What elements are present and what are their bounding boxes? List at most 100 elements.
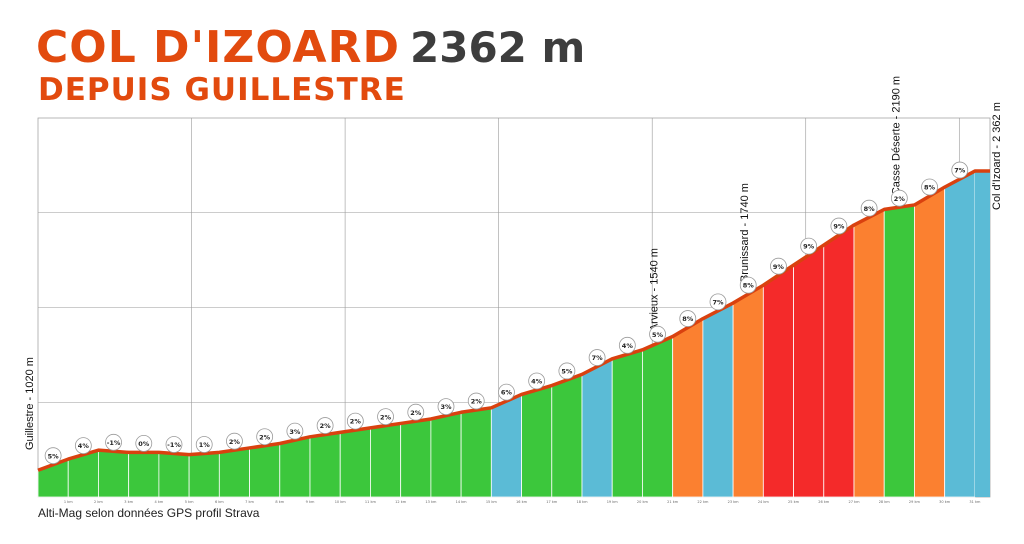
x-tick-label: 12 km [395,500,407,504]
x-tick-label: 23 km [728,500,740,504]
grade-label: 3% [289,428,301,436]
profile-segment [642,335,674,498]
grade-badge-circle [316,417,334,434]
grade-label: 0% [138,440,150,448]
grade-label: 9% [833,223,845,231]
grade-badge-circle [498,383,515,401]
grade-badge: 4% [528,372,546,390]
profile-segment [158,451,190,498]
chart-subtitle: DEPUIS GUILLESTRE [38,72,406,108]
grade-badge: 8% [921,178,938,196]
grade-label: 4% [531,378,543,386]
grade-label: 5% [652,331,664,339]
grade-badge-circle [618,336,636,354]
x-tick-label: 10 km [335,500,347,504]
grade-badge: 8% [860,199,878,217]
x-tick-label: 1 km [64,500,73,504]
grade-label: 2% [350,418,362,426]
x-tick-label: 9 km [306,500,315,504]
x-tick-label: 20 km [637,500,649,504]
x-tick-label: 18 km [576,500,588,504]
profile-segment [823,224,855,498]
grade-badge-circle [407,403,425,421]
x-tick-label: 29 km [909,500,921,504]
grade-label: 2% [320,422,332,430]
grade-badge: 7% [588,349,606,366]
waypoint-label: Casse Déserte - 2190 m [890,76,902,195]
grade-label: 6% [501,389,513,397]
profile-segment [611,349,643,498]
x-tick-label: 7 km [245,500,254,504]
grade-badge-circle [135,435,153,452]
grade-badge: 9% [770,257,787,275]
profile-segment [551,373,583,498]
grade-badge: -1% [165,436,183,453]
grade-badge: 5% [558,362,576,380]
profile-segment [702,302,734,498]
profile-segment [762,264,794,498]
profile-segment [249,443,281,498]
x-tick-label: 5 km [185,500,194,504]
grade-badge-circle [226,432,243,450]
grade-badge: 7% [709,293,727,311]
grade-badge-circle [437,398,455,416]
grade-label: 2% [380,413,392,421]
grade-badge: 8% [679,310,697,327]
grade-badge: 2% [346,412,364,430]
grade-label: -1% [107,439,121,447]
grade-badge-circle [467,392,485,410]
x-tick-label: 8 km [275,500,284,504]
grade-badge-circle [709,293,727,311]
x-tick-label: 24 km [758,500,770,504]
x-tick-label: 21 km [667,500,679,504]
grade-badge: 2% [377,408,394,426]
x-tick-label: 25 km [788,500,800,504]
grade-badge-circle [195,436,213,453]
x-tick-label: 11 km [365,500,377,504]
grade-label: -1% [167,441,181,449]
grade-badge-circle [256,428,274,446]
grade-badge-circle [558,362,576,380]
x-tick-label: 6 km [215,500,224,504]
grade-badge-circle [377,408,394,426]
grade-badge: 3% [437,398,455,416]
grade-badge: 2% [890,189,908,207]
x-tick-label: 19 km [607,500,619,504]
grade-label: 5% [48,452,60,460]
grade-label: 2% [894,195,906,203]
grade-label: 8% [743,282,755,290]
grade-badge: 5% [44,447,62,465]
grade-badge-circle [528,372,546,390]
profile-segment [98,449,130,498]
profile-segment [460,407,492,498]
profile-segment [279,436,311,498]
grade-badge: -1% [105,433,122,451]
x-tick-label: 3 km [124,500,133,504]
x-tick-label: 17 km [546,500,558,504]
waypoint-label: Col d'Izoard - 2 362 m [991,102,1003,210]
grade-badge-circle [679,310,697,327]
grade-label: 4% [78,442,90,450]
grade-badge: 3% [286,422,304,440]
grade-badge: 9% [800,237,818,255]
grade-badge: 2% [467,392,485,410]
grade-label: 2% [471,398,483,406]
profile-segment [732,284,764,498]
profile-segment [521,384,553,498]
x-tick-label: 30 km [939,500,951,504]
x-tick-label: 4 km [154,500,163,504]
profile-segment [430,411,462,498]
title-pass-name: COL D'IZOARD [36,22,400,73]
profile-segment [853,208,885,498]
x-tick-label: 13 km [425,500,437,504]
profile-segment [128,452,160,498]
waypoint-label: Guillestre - 1020 m [24,357,36,450]
profile-segment [370,422,402,498]
grade-label: 9% [773,263,785,271]
profile-segment [883,204,915,498]
grade-label: 8% [864,205,876,213]
grade-badge: 7% [951,161,969,179]
grade-badge: 2% [407,403,425,421]
grade-badge: 2% [316,417,334,434]
